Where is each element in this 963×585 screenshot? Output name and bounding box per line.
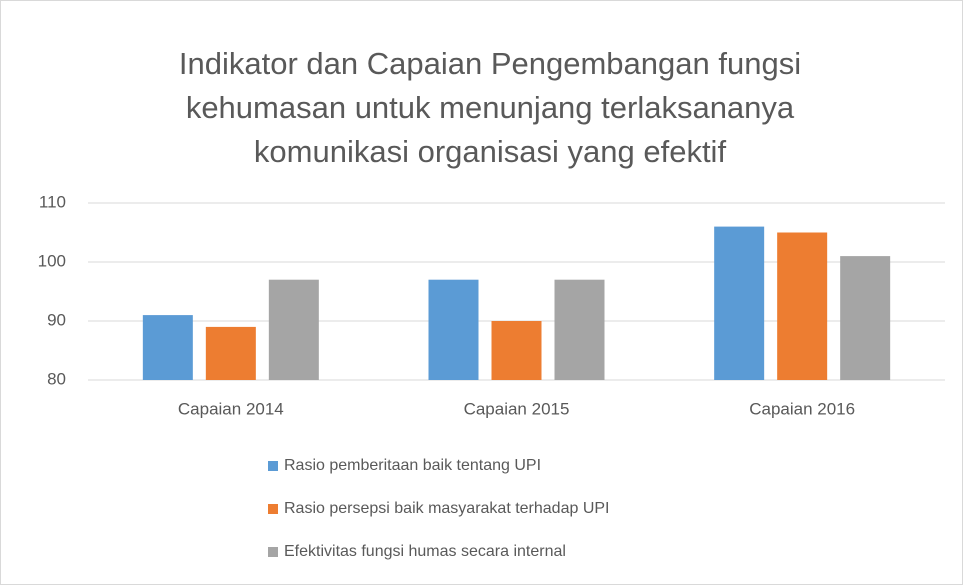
bar [777, 232, 828, 380]
bar [840, 256, 891, 380]
bar [428, 279, 479, 380]
x-tick-label: Capaian 2016 [749, 399, 855, 418]
y-tick-label: 90 [47, 310, 66, 329]
bar [142, 315, 193, 380]
bar [491, 321, 542, 380]
y-tick-label: 80 [47, 369, 66, 388]
legend-label: Rasio persepsi baik masyarakat terhadap … [284, 500, 610, 517]
x-tick-label: Capaian 2015 [464, 399, 570, 418]
x-tick-label: Capaian 2014 [178, 399, 284, 418]
legend-swatch [268, 504, 278, 514]
bar [714, 226, 765, 380]
legend-label: Efektivitas fungsi humas secara internal [284, 543, 566, 560]
y-tick-label: 110 [39, 192, 66, 211]
legend-label: Rasio pemberitaan baik tentang UPI [284, 457, 541, 474]
bar [554, 279, 605, 380]
legend-swatch [268, 461, 278, 471]
y-tick-label: 100 [38, 251, 66, 270]
bar [205, 326, 256, 380]
bar [268, 279, 319, 380]
chart-title: Indikator dan Capaian Pengembangan fungs… [179, 46, 801, 169]
legend-swatch [268, 547, 278, 557]
